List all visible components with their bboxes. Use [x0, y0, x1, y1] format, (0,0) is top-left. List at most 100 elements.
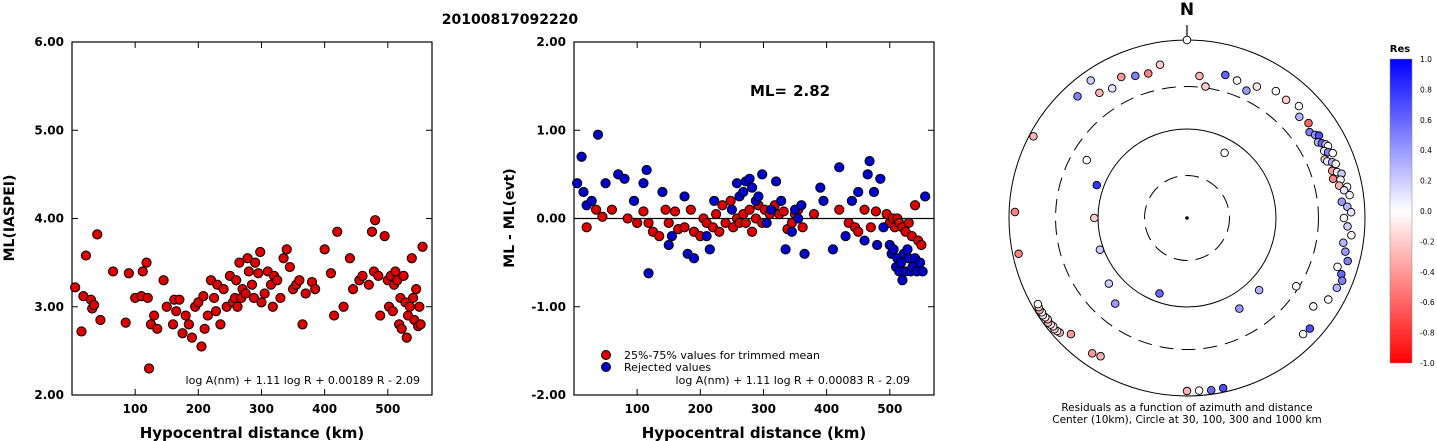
data-point-series-1: [576, 151, 587, 162]
x-tick-label: 200: [186, 402, 211, 416]
data-point-series-1: [897, 275, 908, 286]
data-point-series-0: [231, 275, 242, 286]
data-point-series-1: [679, 191, 690, 202]
data-point-series-1: [868, 186, 880, 198]
data-point-series-0: [325, 268, 337, 279]
station-marker: [1337, 276, 1347, 285]
x-tick-label: 200: [688, 402, 713, 416]
data-point-series-0: [199, 323, 210, 334]
station-marker: [1232, 76, 1242, 85]
data-point-series-0: [344, 253, 355, 264]
station-marker: [1328, 148, 1337, 158]
data-point-series-0: [123, 268, 134, 279]
plot2-x-label: Hypocentral distance (km): [642, 424, 867, 441]
data-point-series-0: [638, 206, 649, 217]
colorbar-tick-label: -1.0: [1420, 359, 1435, 368]
station-marker: [1309, 302, 1318, 311]
data-point-series-0: [404, 301, 415, 312]
data-point-series-0: [387, 306, 398, 317]
data-point-series-0: [606, 204, 617, 215]
station-marker: [1086, 76, 1095, 85]
plot1-y-ticks: 2.00 3.00 4.00 5.00 6.00: [34, 35, 432, 402]
legend-marker-rejected: [601, 362, 611, 372]
data-point-series-0: [240, 288, 251, 299]
plot2-formula: log A(nm) + 1.11 log R + 0.00083 R - 2.0…: [676, 374, 910, 387]
data-point-series-0: [284, 261, 295, 273]
data-point-series-0: [76, 326, 87, 337]
station-marker: [1328, 174, 1338, 184]
station-marker: [1182, 386, 1192, 396]
ring-30km: [1144, 175, 1230, 261]
data-point-series-0: [903, 217, 914, 229]
station-marker: [1304, 118, 1313, 128]
data-point-series-0: [141, 257, 152, 268]
azimuth-residual-map: N Residuals as a function of azimuth and…: [1008, 0, 1435, 426]
ring-300km: [1055, 86, 1319, 350]
station-marker: [1346, 208, 1356, 217]
data-point-series-0: [272, 275, 283, 286]
data-point-series-0: [137, 266, 148, 277]
y-tick-label: 4.00: [34, 212, 64, 226]
data-point-series-0: [909, 200, 921, 211]
station-marker: [1107, 84, 1117, 93]
data-point-series-0: [250, 257, 261, 268]
data-point-series-1: [592, 129, 604, 140]
data-point-series-1: [818, 195, 829, 206]
distance-rings: [1008, 39, 1366, 397]
y-tick-label: 2.00: [536, 35, 566, 49]
data-point-series-1: [657, 186, 668, 198]
data-point-series-1: [799, 248, 810, 259]
data-point-series-0: [177, 328, 188, 339]
data-point-series-1: [864, 156, 875, 167]
station-marker: [1201, 82, 1210, 91]
data-point-series-0: [255, 246, 266, 258]
data-point-series-0: [143, 363, 155, 374]
data-point-series-0: [714, 226, 725, 237]
data-point-series-1: [815, 182, 826, 193]
station-marker: [1332, 283, 1342, 293]
data-point-series-1: [920, 191, 931, 202]
station-marker: [1082, 155, 1091, 165]
y-tick-label: 3.00: [34, 300, 64, 314]
station-marker: [1218, 383, 1228, 393]
station-marker: [1339, 238, 1348, 248]
data-point-series-1: [793, 213, 804, 224]
data-point-series-1: [572, 178, 583, 189]
data-point-series-0: [711, 208, 722, 220]
y-tick-label: 0.00: [536, 212, 566, 226]
station-marker: [1182, 35, 1192, 45]
colorbar-ticks: 1.0 0.8 0.6 0.4 0.2 0.0 -0.2 -0.4 -0.6 -0.8 -1.0: [1420, 55, 1435, 368]
data-point-series-0: [310, 284, 321, 295]
data-point-series-1: [776, 195, 787, 206]
data-point-series-0: [294, 275, 305, 286]
data-point-series-1: [701, 231, 712, 242]
data-point-series-0: [319, 244, 330, 255]
station-marker: [1252, 82, 1262, 91]
station-marker: [1092, 180, 1101, 190]
data-point-series-0: [363, 279, 374, 290]
station-marker: [1220, 148, 1229, 158]
plot1-y-label: ML(IASPEI): [2, 175, 18, 262]
data-point-series-0: [183, 319, 194, 330]
plot2-y-ticks: -2.00 -1.00 0.00 1.00 2.00: [531, 35, 934, 402]
station-marker: [1090, 213, 1099, 223]
ml-annotation: ML= 2.82: [750, 82, 830, 100]
station-marker: [1298, 329, 1308, 339]
station-marker: [1294, 101, 1304, 111]
x-tick-label: 500: [375, 402, 400, 416]
data-point-series-0: [622, 213, 633, 224]
data-point-series-0: [253, 268, 264, 279]
data-point-series-0: [597, 211, 608, 222]
legend-marker-trimmed: [601, 350, 611, 360]
data-point-series-0: [643, 217, 654, 229]
x-tick-label: 500: [877, 402, 902, 416]
data-point-series-0: [390, 266, 401, 277]
data-point-series-0: [865, 222, 876, 233]
data-point-series-1: [641, 164, 652, 176]
data-point-series-1: [586, 195, 597, 206]
data-point-series-0: [180, 310, 191, 321]
station-marker: [1235, 304, 1244, 313]
data-point-series-0: [740, 217, 751, 229]
colorbar-tick-label: 0.0: [1420, 207, 1432, 216]
station-marker: [1116, 72, 1126, 82]
